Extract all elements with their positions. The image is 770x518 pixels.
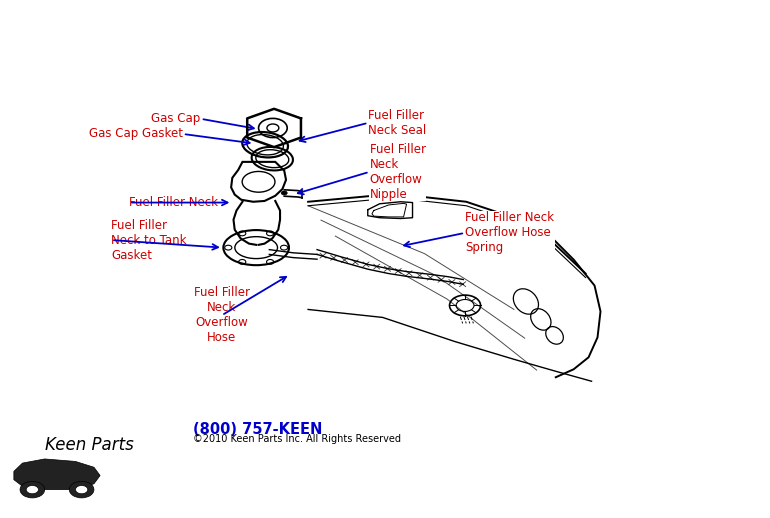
Text: Keen Parts: Keen Parts [45, 436, 133, 454]
Circle shape [267, 124, 279, 132]
Text: Fuel Filler Neck: Fuel Filler Neck [129, 196, 218, 209]
Circle shape [69, 481, 94, 498]
Text: Fuel Filler Neck
Overflow Hose
Spring: Fuel Filler Neck Overflow Hose Spring [465, 211, 554, 254]
Circle shape [75, 485, 88, 494]
Polygon shape [14, 459, 100, 490]
Text: ©2010 Keen Parts Inc. All Rights Reserved: ©2010 Keen Parts Inc. All Rights Reserve… [193, 434, 401, 444]
Text: Fuel Filler
Neck to Tank
Gasket: Fuel Filler Neck to Tank Gasket [111, 219, 186, 262]
Text: Fuel Filler
Neck
Overflow
Nipple: Fuel Filler Neck Overflow Nipple [370, 143, 426, 201]
Text: Gas Cap: Gas Cap [152, 112, 201, 125]
Text: Gas Cap Gasket: Gas Cap Gasket [89, 127, 182, 140]
Text: (800) 757-KEEN: (800) 757-KEEN [193, 422, 323, 437]
Polygon shape [247, 109, 301, 147]
Text: Fuel Filler
Neck Seal: Fuel Filler Neck Seal [368, 109, 427, 137]
Circle shape [20, 481, 45, 498]
Circle shape [281, 191, 287, 195]
Circle shape [26, 485, 38, 494]
Text: Fuel Filler
Neck
Overflow
Hose: Fuel Filler Neck Overflow Hose [193, 286, 249, 344]
